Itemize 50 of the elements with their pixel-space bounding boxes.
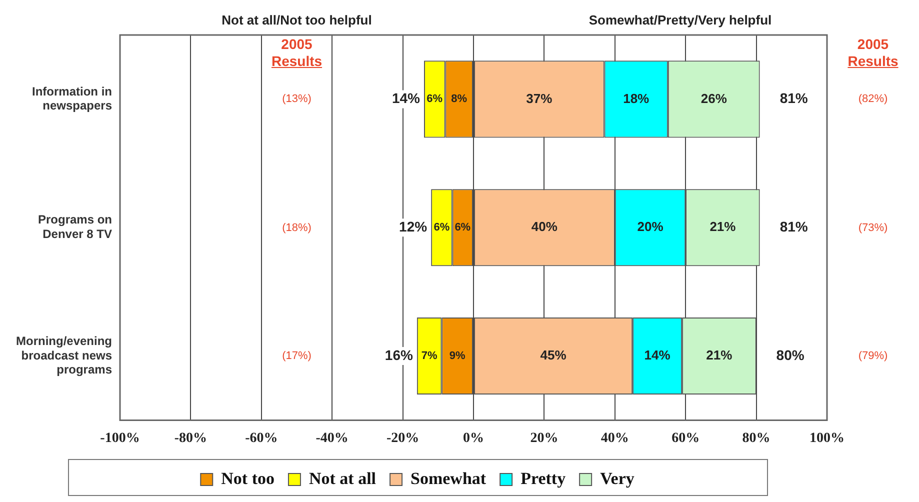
annotation: 12% xyxy=(399,218,428,234)
legend-label: Pretty xyxy=(520,468,566,488)
x-tick-label: 60% xyxy=(672,431,700,446)
text: (73%) xyxy=(858,222,888,234)
data-label: 6% xyxy=(426,93,443,106)
annotation: (17%) xyxy=(282,350,312,362)
legend-label: Very xyxy=(600,468,635,488)
annotation: 16% xyxy=(384,346,414,363)
data-label: 21% xyxy=(710,219,736,234)
data-label: 8% xyxy=(451,93,468,106)
data-label: 6% xyxy=(434,222,450,234)
annotation: 2005 Results xyxy=(271,36,322,70)
text: (79%) xyxy=(858,350,888,362)
data-label: 7% xyxy=(421,350,438,362)
annotation: (18%) xyxy=(282,222,312,234)
annotation: 81% xyxy=(780,218,808,234)
x-tick-label: -100% xyxy=(100,431,140,446)
x-tick-label: -60% xyxy=(245,431,278,446)
data-label: 14% xyxy=(644,348,671,363)
x-tick-label: 100% xyxy=(810,431,844,446)
data-label: 9% xyxy=(449,350,466,362)
annotation: 80% xyxy=(776,346,805,363)
data-label: 21% xyxy=(706,348,733,363)
data-label: 20% xyxy=(637,219,664,234)
legend-label: Not at all xyxy=(308,468,376,488)
x-tick-label: 0% xyxy=(463,431,484,446)
annotation: 14% xyxy=(392,90,421,106)
x-tick-label: 80% xyxy=(742,431,770,446)
text: Not at all/Not too helpful xyxy=(222,12,372,28)
x-tick-label: 40% xyxy=(600,431,629,446)
data-label: 6% xyxy=(454,222,471,234)
legend-label: Not too xyxy=(221,468,274,488)
annotation: (13%) xyxy=(282,93,312,106)
y-tick-label: Morning/evening broadcast news programs xyxy=(16,334,112,377)
annotation: 81% xyxy=(780,90,808,106)
y-tick-label: Information in newspapers xyxy=(32,84,112,113)
data-label: 37% xyxy=(526,90,553,106)
data-label: 45% xyxy=(540,348,567,363)
data-label: 26% xyxy=(700,90,728,106)
data-label: 18% xyxy=(623,90,650,106)
text: (82%) xyxy=(858,93,888,106)
text: 2005 Results xyxy=(848,36,898,70)
x-tick-label: -20% xyxy=(386,431,420,446)
data-label: 40% xyxy=(531,219,558,234)
text: Somewhat/Pretty/Very helpful xyxy=(588,12,772,28)
x-tick-label: 20% xyxy=(530,431,558,446)
x-tick-label: -80% xyxy=(174,431,208,446)
y-tick-label: Programs on Denver 8 TV xyxy=(38,212,112,242)
legend-label: Somewhat xyxy=(410,468,486,488)
x-tick-label: -40% xyxy=(316,431,348,446)
